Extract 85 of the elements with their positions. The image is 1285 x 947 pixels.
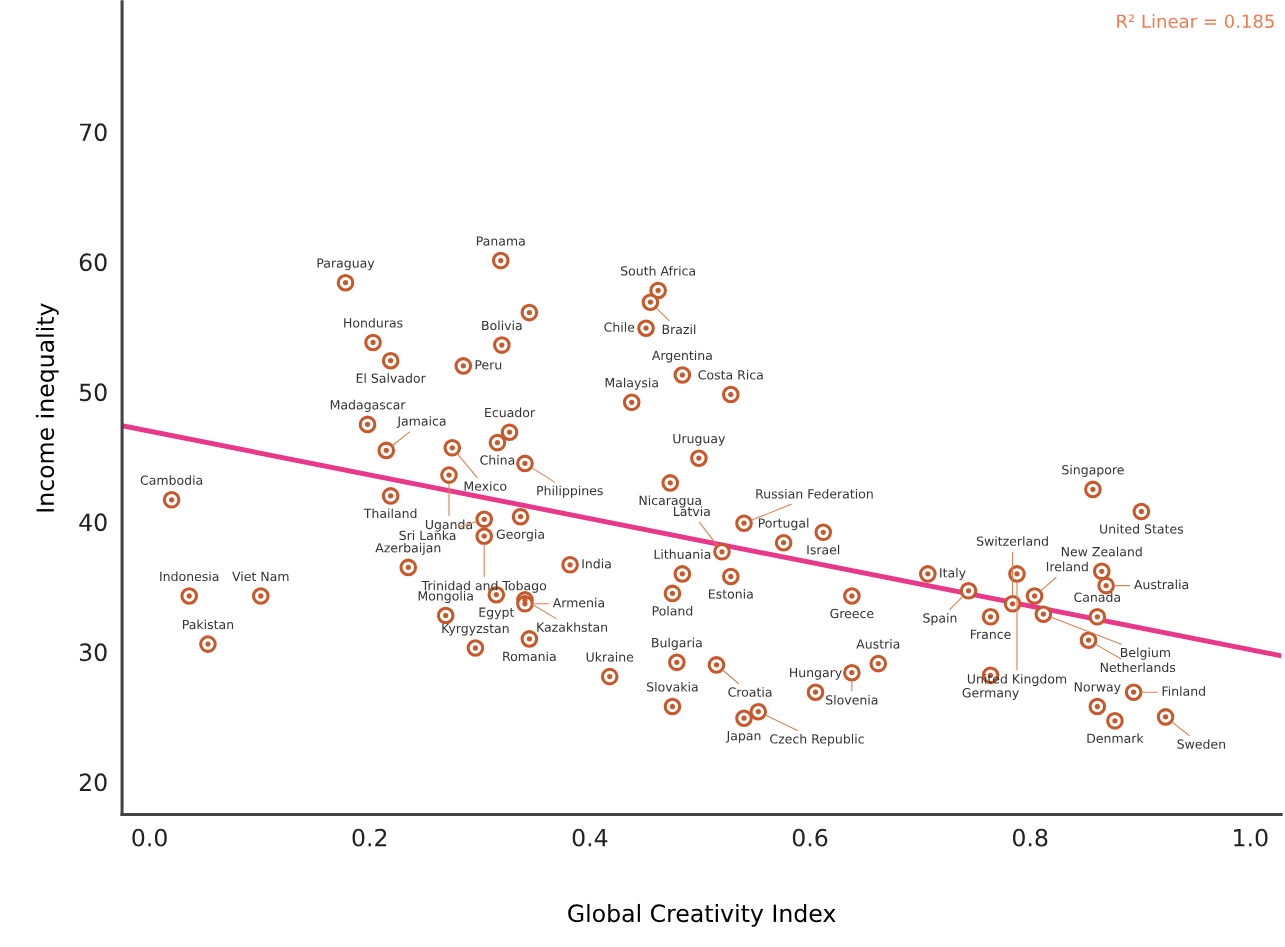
- annotation: Indonesia: [160, 571, 219, 582]
- annotation: Uganda: [425, 519, 472, 532]
- annotation: Viet Nam: [232, 571, 289, 582]
- annotation: Netherlands: [1100, 662, 1176, 673]
- x-tick-label: 0.6: [792, 828, 828, 847]
- annotation: Singapore: [1062, 464, 1124, 477]
- annotation: Chile: [604, 322, 635, 332]
- annotation: Mongolia: [418, 590, 473, 604]
- annotation: New Zealand: [1061, 546, 1142, 557]
- annotation: Slovenia: [826, 694, 878, 705]
- annotation: Lithuania: [654, 549, 711, 559]
- annotation: Russian Federation: [756, 488, 873, 499]
- annotation: Estonia: [709, 589, 753, 599]
- y-tick-label: 60: [79, 253, 107, 272]
- annotation: Austria: [856, 639, 900, 649]
- annotation: R² Linear = 0.185: [1117, 14, 1274, 29]
- annotation: Poland: [652, 605, 693, 616]
- annotation: Kazakhstan: [537, 622, 608, 632]
- y-tick-label: 70: [80, 123, 107, 142]
- annotation: Egypt: [479, 607, 515, 620]
- annotation: Switzerland: [976, 536, 1048, 546]
- x-axis-title: Global Creativity Index: [568, 903, 836, 927]
- annotation: Malaysia: [605, 377, 658, 390]
- annotation: Ukraine: [586, 652, 634, 662]
- annotation: Sweden: [1177, 739, 1226, 749]
- annotation: Spain: [923, 613, 957, 626]
- x-tick-label: 0.2: [352, 828, 387, 847]
- annotation: Bolivia: [482, 320, 522, 331]
- annotation: Croatia: [728, 687, 772, 697]
- annotation: Romania: [503, 651, 556, 662]
- annotation: Brazil: [662, 324, 696, 335]
- annotation: Ecuador: [485, 407, 536, 418]
- x-tick-label: 0.0: [132, 828, 167, 847]
- annotation: China: [480, 455, 515, 465]
- annotation: Greece: [830, 608, 874, 619]
- y-tick-label: 30: [79, 643, 107, 662]
- annotation: Azerbaijan: [375, 542, 441, 555]
- y-tick-label: 50: [79, 383, 107, 402]
- annotation: Nicaragua: [639, 495, 701, 508]
- annotation: Japan: [725, 731, 761, 743]
- annotation: Ireland: [1046, 561, 1088, 572]
- annotation: Paraguay: [317, 258, 375, 271]
- annotation: Latvia: [674, 506, 710, 517]
- annotation: Czech Republic: [770, 733, 864, 747]
- annotation: United States: [1100, 524, 1184, 534]
- annotation: Jamaica: [396, 416, 446, 429]
- annotation: Armenia: [552, 597, 604, 608]
- annotation: Germany: [962, 688, 1019, 700]
- annotation: Portugal: [758, 518, 809, 531]
- annotation: Finland: [1162, 686, 1205, 696]
- annotation: France: [970, 629, 1011, 639]
- x-tick-label: 1.0: [1234, 828, 1268, 847]
- annotation: Italy: [940, 567, 966, 580]
- annotation: Honduras: [344, 317, 403, 328]
- annotation: Madagascar: [330, 399, 406, 412]
- annotation: Cambodia: [140, 475, 203, 485]
- annotation: Canada: [1074, 592, 1120, 602]
- annotation: Philippines: [537, 485, 603, 498]
- annotation: Sri Lanka: [399, 530, 456, 541]
- annotation: Kyrgyzstan: [442, 623, 509, 636]
- annotation: Australia: [1134, 579, 1189, 590]
- annotation: Hungary: [790, 668, 842, 680]
- x-tick-label: 0.4: [572, 828, 608, 847]
- y-tick-label: 40: [79, 513, 107, 532]
- y-axis-title: Income inequality: [35, 303, 59, 512]
- annotation: Israel: [807, 544, 840, 555]
- annotation: Belgium: [1121, 647, 1170, 660]
- annotation: Norway: [1074, 682, 1121, 695]
- annotation: Thailand: [363, 508, 417, 519]
- annotation: South Africa: [620, 265, 695, 276]
- annotation: Costa Rica: [698, 369, 763, 380]
- annotation: El Salvador: [356, 373, 426, 383]
- annotation: Uruguay: [673, 434, 726, 446]
- annotation: Peru: [475, 360, 502, 370]
- annotation: Bulgaria: [652, 637, 702, 650]
- x-tick-label: 0.8: [1012, 828, 1048, 847]
- annotation: Georgia: [496, 529, 544, 542]
- annotation: Slovakia: [647, 681, 698, 692]
- annotation: Mexico: [464, 481, 507, 491]
- y-tick-label: 20: [79, 773, 107, 792]
- annotation: Denmark: [1087, 733, 1144, 743]
- annotation: Argentina: [651, 350, 712, 363]
- annotation: Pakistan: [182, 619, 234, 630]
- annotation: Panama: [476, 236, 525, 246]
- annotation: India: [582, 558, 611, 569]
